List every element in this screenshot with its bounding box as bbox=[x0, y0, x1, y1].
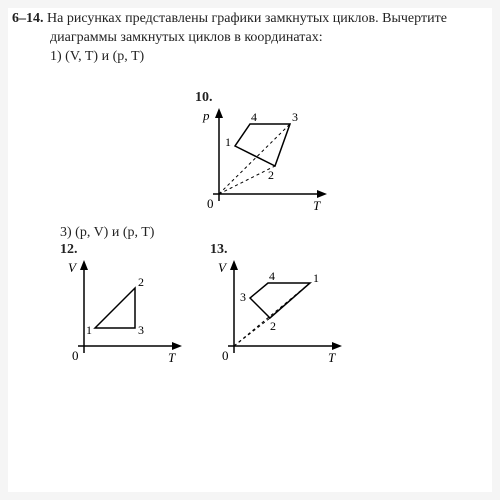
svg-text:p: p bbox=[202, 108, 210, 123]
svg-text:1: 1 bbox=[225, 135, 231, 149]
svg-text:V: V bbox=[68, 260, 78, 275]
svg-text:1: 1 bbox=[86, 323, 92, 337]
figure-13-title: 13. bbox=[210, 242, 350, 258]
problem-text-1: На рисунках представлены графики замкнут… bbox=[47, 11, 447, 26]
figure-12: 12. V T 0 2 1 3 bbox=[60, 242, 190, 368]
svg-text:2: 2 bbox=[268, 168, 274, 182]
figure-12-title: 12. bbox=[60, 242, 190, 258]
problem-sub-1: 1) (V, T) и (p, T) bbox=[50, 48, 488, 67]
svg-text:3: 3 bbox=[292, 110, 298, 124]
svg-text:V: V bbox=[218, 260, 228, 275]
svg-text:4: 4 bbox=[251, 110, 257, 124]
svg-text:T: T bbox=[313, 198, 321, 213]
section-3-label: 3) (p, V) и (p, T) bbox=[60, 225, 154, 241]
svg-text:3: 3 bbox=[138, 323, 144, 337]
svg-text:2: 2 bbox=[270, 319, 276, 333]
problem-number: 6–14. bbox=[12, 11, 44, 26]
svg-text:0: 0 bbox=[222, 348, 229, 363]
figure-13-plot: V T 0 4 1 3 2 bbox=[210, 258, 350, 368]
svg-text:3: 3 bbox=[240, 290, 246, 304]
svg-text:0: 0 bbox=[72, 348, 79, 363]
figure-10: 10. p T 0 4 3 1 2 bbox=[195, 90, 335, 216]
svg-text:0: 0 bbox=[207, 196, 214, 211]
problem-statement: 6–14. На рисунках представлены графики з… bbox=[12, 10, 488, 67]
figure-13: 13. V T 0 4 1 3 2 bbox=[210, 242, 350, 368]
svg-text:T: T bbox=[168, 350, 176, 365]
svg-text:2: 2 bbox=[138, 275, 144, 289]
problem-text-2: диаграммы замкнутых циклов в координатах… bbox=[50, 29, 488, 48]
figure-12-plot: V T 0 2 1 3 bbox=[60, 258, 190, 368]
svg-text:1: 1 bbox=[313, 271, 319, 285]
svg-text:T: T bbox=[328, 350, 336, 365]
figure-10-plot: p T 0 4 3 1 2 bbox=[195, 106, 335, 216]
figure-10-title: 10. bbox=[195, 90, 335, 106]
svg-text:4: 4 bbox=[269, 269, 275, 283]
